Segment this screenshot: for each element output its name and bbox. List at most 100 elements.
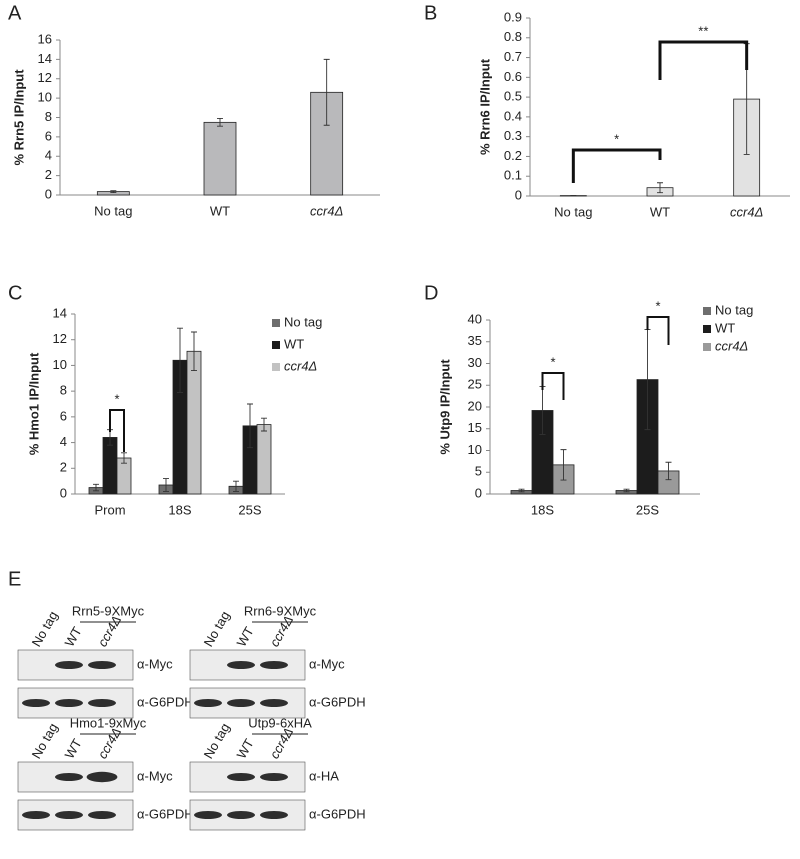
y-tick-label: 0.6 [504, 69, 522, 84]
y-tick-label: 0.9 [504, 9, 522, 24]
y-tick-label: 0 [515, 187, 522, 202]
y-tick-label: 25 [468, 377, 482, 392]
error-bar [657, 182, 663, 194]
band [227, 661, 255, 669]
band [88, 661, 116, 669]
band [55, 811, 83, 819]
blot-title: Utp9-6xHA [248, 715, 312, 730]
band [55, 699, 83, 707]
row-label: α-G6PDH [137, 806, 194, 821]
row-label: α-HA [309, 768, 339, 783]
legend-label: ccr4Δ [715, 338, 748, 353]
y-tick-label: 4 [45, 148, 52, 163]
blot-title: Rrn5-9XMyc [72, 603, 145, 618]
lane-label: WT [234, 624, 257, 649]
band [194, 699, 222, 707]
significance-label: ** [698, 23, 708, 38]
y-tick-label: 8 [60, 383, 67, 398]
x-tick-label: Prom [94, 502, 125, 517]
error-bar [191, 331, 197, 372]
y-tick-label: 20 [468, 398, 482, 413]
lane-label: No tag [201, 721, 233, 762]
significance-label: * [114, 391, 119, 406]
error-bar [93, 483, 99, 492]
error-bar [163, 478, 169, 492]
y-tick-label: 15 [468, 420, 482, 435]
legend-swatch [703, 307, 711, 315]
lane-label: No tag [29, 721, 61, 762]
band [194, 811, 222, 819]
error-bar [560, 449, 567, 481]
blot-title: Rrn6-9XMyc [244, 603, 317, 618]
lane-label: WT [62, 624, 85, 649]
legend-label: No tag [284, 314, 322, 329]
row-label: α-G6PDH [309, 806, 366, 821]
row-label: α-G6PDH [137, 694, 194, 709]
y-tick-label: 5 [475, 464, 482, 479]
y-tick-label: 14 [38, 51, 52, 66]
band [22, 811, 50, 819]
error-bar [623, 488, 630, 493]
error-bar [518, 488, 525, 493]
significance-bracket [658, 40, 749, 80]
legend-label: ccr4Δ [284, 358, 317, 373]
y-axis-label: % Hmo1 IP/Input [26, 352, 41, 455]
error-bar [121, 452, 127, 464]
y-axis-label: % Utp9 IP/Input [437, 359, 452, 455]
error-bar [323, 58, 330, 126]
lane-label: WT [234, 736, 257, 761]
significance-bracket [571, 148, 662, 183]
error-bar [217, 118, 223, 127]
x-tick-label: 25S [636, 502, 659, 517]
legend-swatch [272, 341, 280, 349]
legend-swatch [272, 363, 280, 371]
error-bar [665, 461, 672, 481]
significance-label: * [614, 131, 619, 146]
y-tick-label: 10 [38, 90, 52, 105]
y-tick-label: 0.3 [504, 128, 522, 143]
band [86, 771, 118, 783]
y-tick-label: 0.1 [504, 168, 522, 183]
x-tick-label: WT [650, 204, 670, 219]
y-tick-label: 8 [45, 109, 52, 124]
bar [203, 121, 237, 196]
x-tick-label: WT [210, 203, 230, 218]
y-tick-label: 2 [45, 167, 52, 182]
y-tick-label: 0 [475, 485, 482, 500]
x-tick-label: No tag [94, 203, 132, 218]
significance-bracket [109, 409, 125, 452]
bar [310, 91, 344, 196]
y-tick-label: 10 [53, 357, 67, 372]
y-axis-label: % Rrn6 IP/Input [477, 58, 492, 155]
y-tick-label: 0.7 [504, 49, 522, 64]
y-tick-label: 30 [468, 355, 482, 370]
x-tick-label: ccr4Δ [730, 204, 763, 219]
y-tick-label: 0.8 [504, 29, 522, 44]
bar [256, 424, 272, 495]
y-tick-label: 6 [45, 128, 52, 143]
y-tick-label: 0 [45, 186, 52, 201]
band [88, 811, 116, 819]
y-tick-label: 35 [468, 333, 482, 348]
x-tick-label: ccr4Δ [310, 203, 343, 218]
legend-label: WT [284, 336, 304, 351]
y-tick-label: 40 [468, 311, 482, 326]
significance-bracket [646, 316, 670, 345]
y-tick-label: 12 [53, 331, 67, 346]
x-tick-label: 18S [168, 502, 191, 517]
legend-label: No tag [715, 302, 753, 317]
y-tick-label: 0.5 [504, 89, 522, 104]
error-bar [233, 480, 239, 492]
row-label: α-Myc [309, 656, 345, 671]
error-bar [261, 417, 267, 432]
significance-label: * [550, 354, 555, 369]
legend-swatch [703, 343, 711, 351]
y-axis-label: % Rrn5 IP/Input [11, 69, 26, 166]
band [260, 773, 288, 781]
y-tick-label: 16 [38, 31, 52, 46]
x-tick-label: No tag [554, 204, 592, 219]
significance-label: * [655, 298, 660, 313]
